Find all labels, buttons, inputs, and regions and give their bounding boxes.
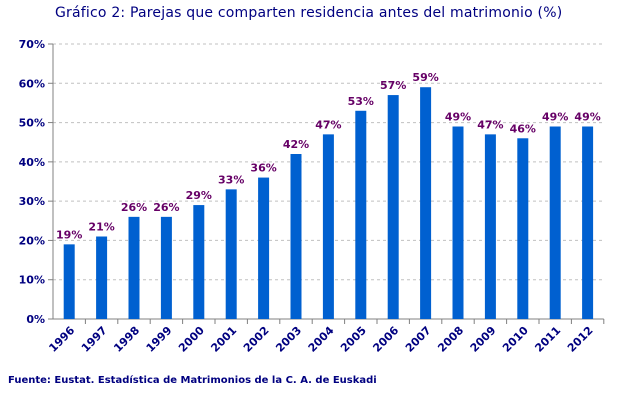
x-tick-label: 2009 [468,324,499,355]
bar [549,126,561,319]
bar [290,154,302,319]
data-label: 21% [88,221,114,234]
x-tick-label: 2010 [500,324,531,355]
x-tick-label: 2007 [403,324,434,355]
data-label: 36% [250,162,276,175]
chart-title: Gráfico 2: Parejas que comparten residen… [55,5,563,21]
x-tick-label: 2005 [338,324,369,355]
data-label: 29% [186,189,212,202]
y-tick-label: 70% [19,38,45,51]
data-label: 26% [121,201,147,214]
data-label: 47% [315,118,341,131]
y-tick-label: 30% [19,195,45,208]
bar [193,205,205,319]
data-label: 53% [348,95,374,108]
bar [63,244,75,319]
y-tick-label: 0% [26,313,45,326]
bar [452,126,464,319]
bar [128,216,140,319]
x-tick-label: 1996 [46,324,77,355]
y-tick-label: 40% [19,156,45,169]
data-label: 33% [218,173,244,186]
bar [225,189,237,319]
bar [582,126,594,319]
x-tick-label: 2002 [241,324,272,355]
data-label: 47% [477,118,503,131]
y-tick-label: 60% [19,77,45,90]
bar [322,134,334,319]
data-label: 42% [283,138,309,151]
bar [160,216,172,319]
data-label: 49% [542,111,568,124]
x-tick-label: 2001 [208,324,239,355]
x-tick-label: 1999 [144,324,175,355]
data-label: 49% [574,111,600,124]
x-tick-label: 2011 [532,324,563,355]
data-label: 46% [510,122,536,135]
y-tick-label: 20% [19,234,45,247]
x-tick-label: 2004 [306,324,337,355]
x-tick-label: 2006 [370,324,401,355]
y-tick-label: 50% [19,117,45,130]
source-note: Fuente: Eustat. Estadística de Matrimoni… [8,375,377,386]
bar [484,134,496,319]
data-label: 57% [380,79,406,92]
x-tick-label: 2008 [435,324,466,355]
x-tick-label: 1998 [111,324,142,355]
bar [387,95,399,319]
bar [96,236,108,319]
bar [517,138,529,319]
x-tick-label: 2012 [565,324,596,355]
bar [420,87,432,319]
x-tick-label: 2003 [273,324,304,355]
data-label: 26% [153,201,179,214]
x-tick-label: 1997 [79,324,110,355]
bar [355,110,367,320]
data-label: 59% [412,71,438,84]
data-label: 49% [445,111,471,124]
data-label: 19% [56,228,82,241]
x-tick-label: 2000 [176,324,207,355]
bar [258,177,270,319]
y-tick-label: 10% [19,274,45,287]
